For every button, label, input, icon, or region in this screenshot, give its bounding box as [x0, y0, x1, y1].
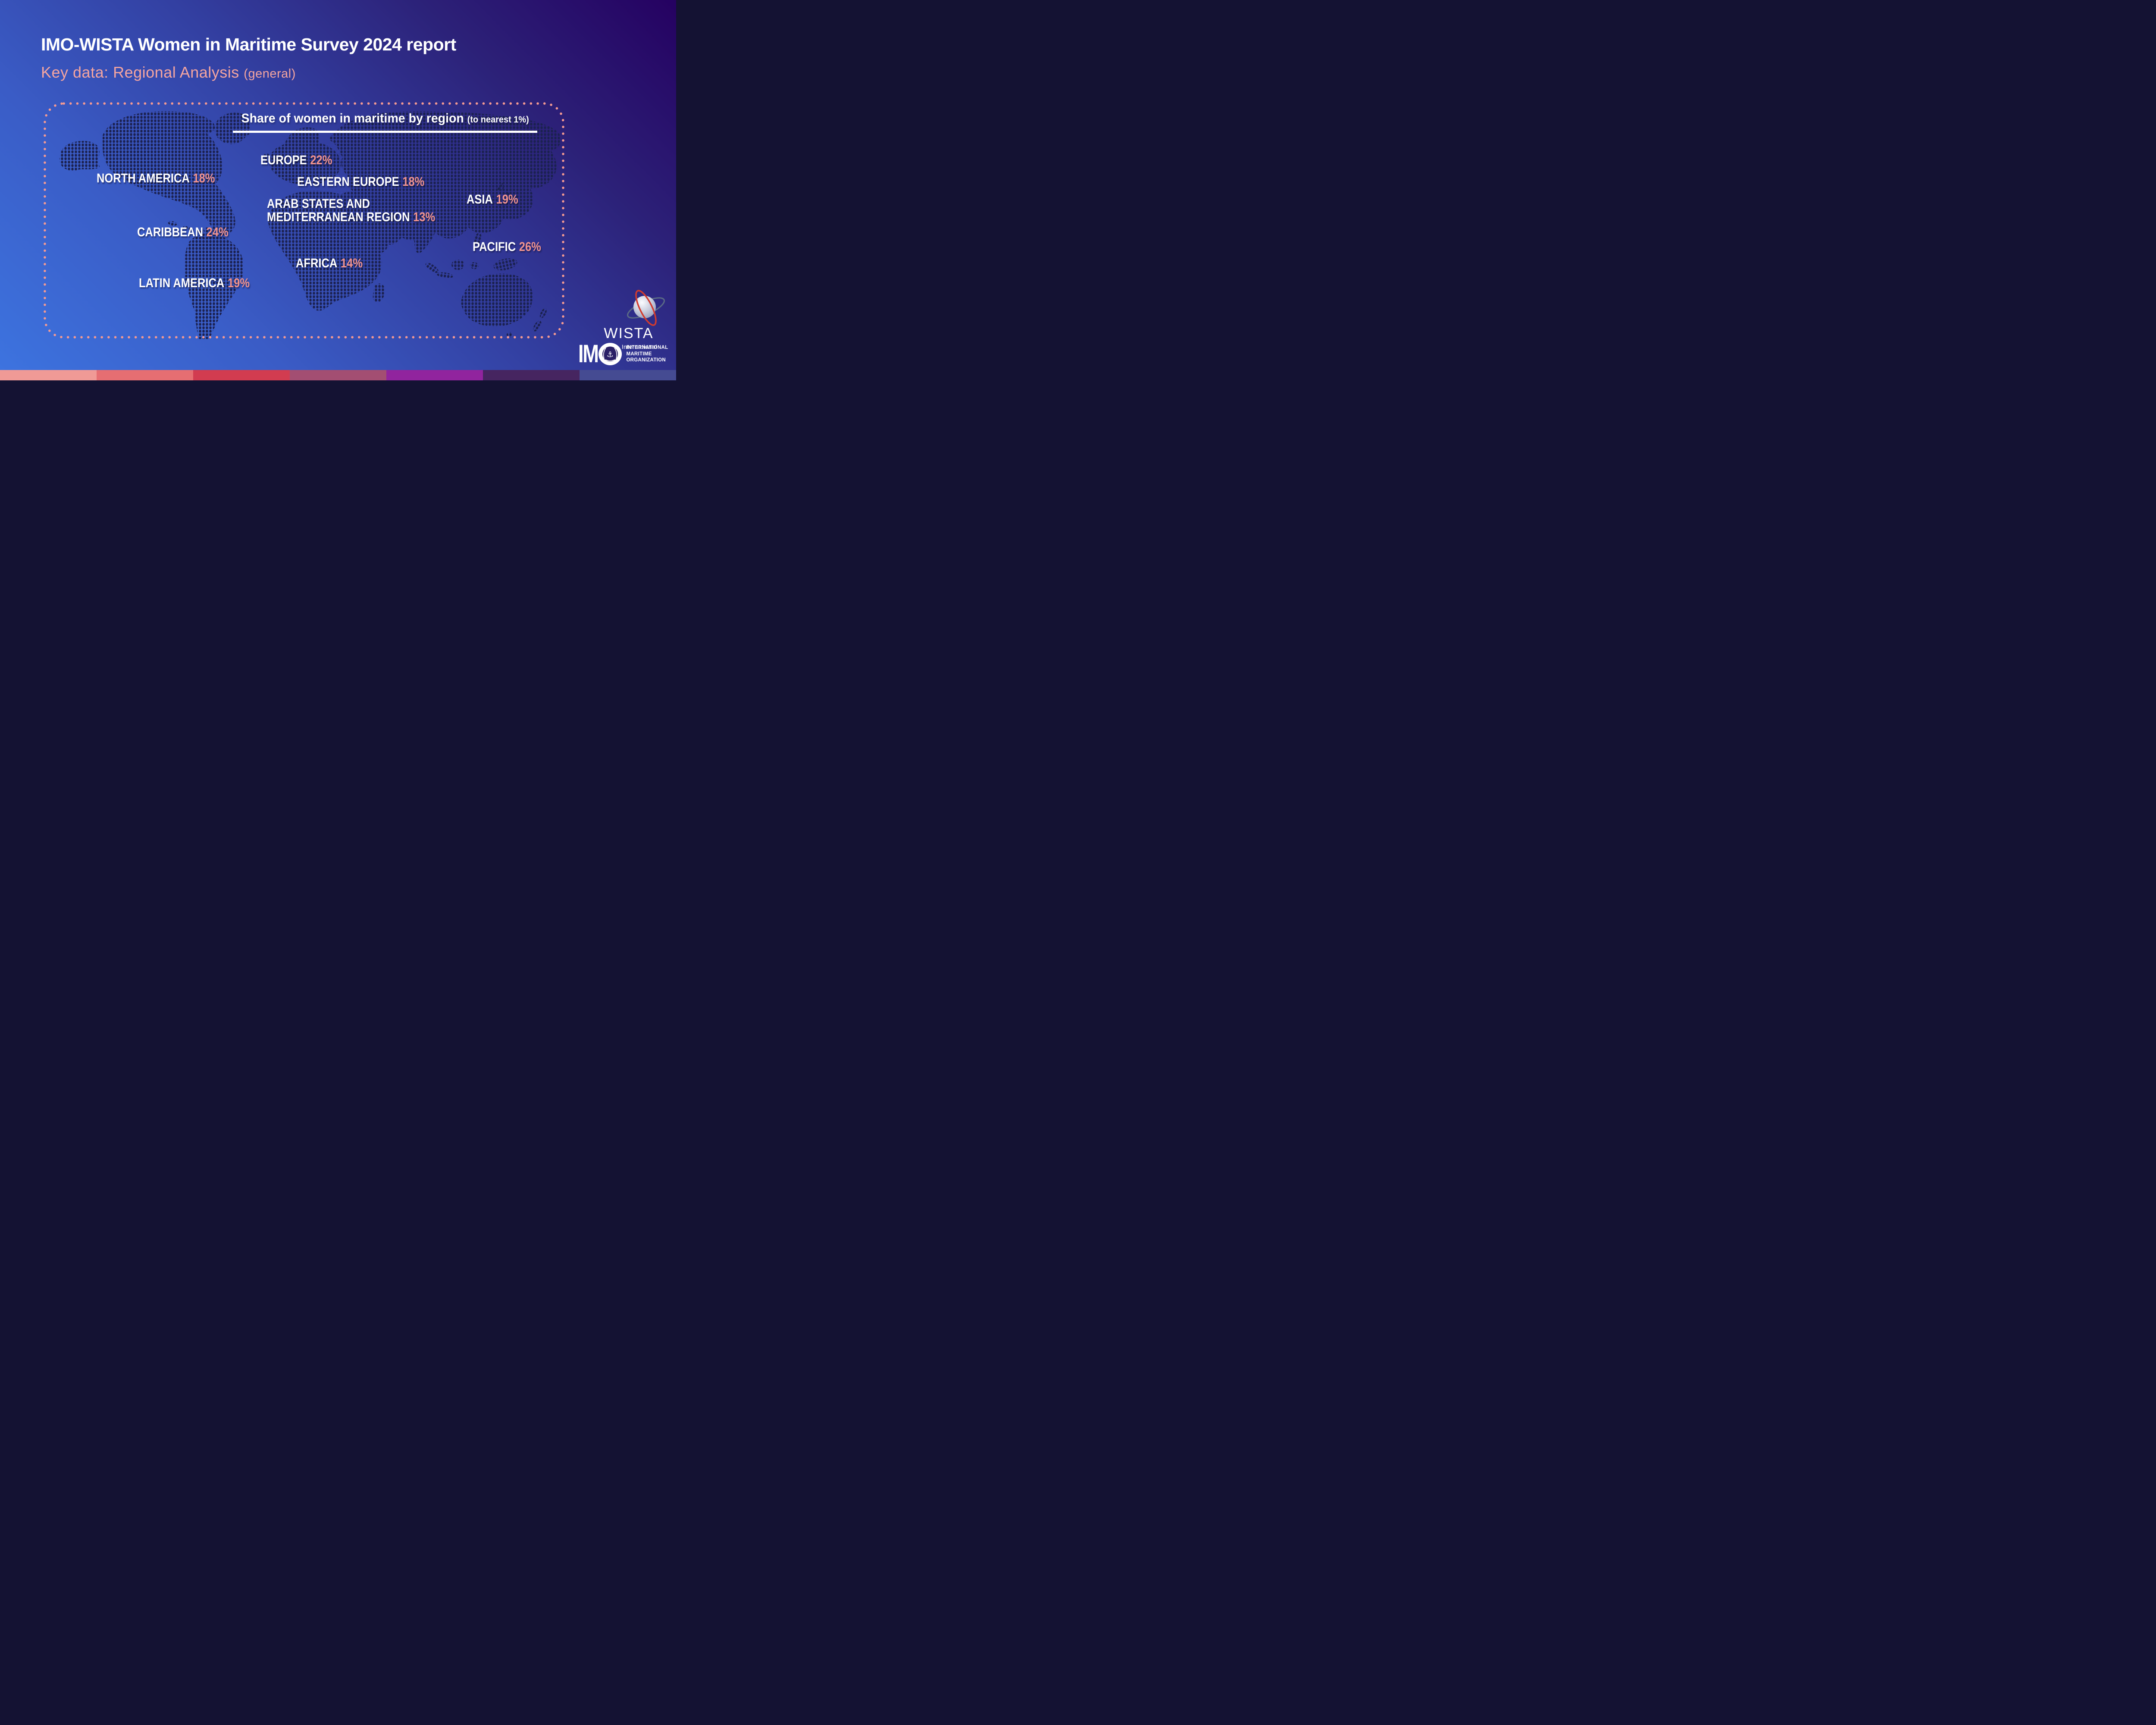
- map-heading-text: Share of women in maritime by region: [241, 111, 464, 125]
- region-value: 13%: [413, 210, 436, 224]
- islands-caribbean-2: [183, 226, 191, 230]
- region-name-line2: MEDITERRANEAN REGION: [267, 210, 410, 224]
- strip-segment-2: [97, 370, 193, 380]
- imo-line-3: ORGANIZATION: [626, 358, 666, 363]
- region-label-caribbean: CARIBBEAN 24%: [137, 226, 244, 239]
- island-uk: [262, 153, 271, 163]
- region-value: 22%: [310, 153, 332, 167]
- map-panel: [43, 102, 565, 339]
- strip-segment-6: [483, 370, 580, 380]
- continent-europe: [269, 127, 342, 185]
- continent-south-america: [184, 233, 244, 339]
- region-value: 26%: [519, 240, 541, 254]
- region-name: EUROPE: [260, 153, 307, 167]
- imo-emblem-icon: ⚓: [599, 343, 622, 365]
- strip-segment-3: [193, 370, 290, 380]
- islands-caribbean-1: [168, 221, 177, 226]
- region-value: 19%: [496, 192, 518, 207]
- strip-segment-5: [386, 370, 483, 380]
- island-philippines: [474, 233, 482, 245]
- strip-segment-1: [0, 370, 97, 380]
- imo-abbr: IM: [578, 340, 599, 368]
- region-name: LATIN AMERICA: [139, 276, 225, 290]
- region-label-asia: ASIA 19%: [467, 193, 527, 206]
- imo-text-lines: INTERNATIONAL MARITIME ORGANIZATION: [626, 345, 668, 364]
- anchor-icon: ⚓: [607, 350, 614, 359]
- wista-subtitle: International: [621, 343, 657, 350]
- region-value: 14%: [340, 256, 363, 270]
- heading-underline: [233, 131, 537, 133]
- map-heading-qualifier: (to nearest 1%): [467, 115, 529, 125]
- region-label-europe: EUROPE 22%: [260, 154, 345, 167]
- wista-wordmark: WISTA: [604, 325, 654, 342]
- region-label-arab-states-mediterranean: ARAB STATES AND MEDITERRANEAN REGION 13%: [267, 198, 465, 224]
- island-tasmania: [507, 332, 513, 337]
- region-label-africa: AFRICA 14%: [296, 257, 374, 270]
- continent-north-america: [103, 111, 235, 236]
- island-new-guinea: [493, 258, 517, 270]
- region-value: 18%: [402, 175, 425, 189]
- region-name: AFRICA: [296, 256, 338, 270]
- region-name-line1: ARAB STATES AND: [267, 197, 370, 211]
- region-label-north-america: NORTH AMERICA 18%: [97, 172, 236, 185]
- region-value: 18%: [193, 171, 215, 185]
- island-sumatra: [425, 263, 439, 273]
- page-title: IMO-WISTA Women in Maritime Survey 2024 …: [41, 34, 456, 54]
- island-borneo: [451, 260, 464, 270]
- continent-greenland: [214, 113, 250, 144]
- island-japan-2: [503, 192, 509, 201]
- region-value: 19%: [227, 276, 250, 290]
- imo-logo: IM ⚓ INTERNATIONAL MARITIME ORGANIZATION: [578, 340, 668, 368]
- wista-globe-icon: [627, 290, 665, 326]
- island-japan-1: [498, 183, 505, 191]
- island-sulawesi: [470, 262, 479, 270]
- island-new-zealand-south: [533, 320, 542, 332]
- map-heading: Share of women in maritime by region (to…: [233, 111, 537, 126]
- region-name: PACIFIC: [473, 240, 516, 254]
- islands-caribbean-3: [196, 230, 202, 234]
- region-label-eastern-europe: EASTERN EUROPE 18%: [297, 176, 447, 188]
- island-new-zealand-north: [539, 308, 547, 318]
- page-subtitle: Key data: Regional Analysis (general): [41, 63, 296, 82]
- strip-segment-4: [290, 370, 386, 380]
- strip-segment-7: [580, 370, 676, 380]
- page-background: IMO-WISTA Women in Maritime Survey 2024 …: [0, 0, 676, 380]
- continent-australia: [461, 273, 533, 327]
- footer-color-strip: [0, 370, 676, 380]
- page-subtitle-text: Key data: Regional Analysis: [41, 63, 239, 81]
- page-subtitle-qualifier: (general): [244, 67, 296, 81]
- region-label-latin-america: LATIN AMERICA 19%: [139, 277, 269, 290]
- region-name: EASTERN EUROPE: [297, 175, 399, 189]
- island-madagascar: [373, 283, 385, 303]
- panel-dotted-border: [44, 102, 564, 339]
- region-value: 24%: [206, 225, 229, 239]
- continent-alaska: [59, 141, 100, 171]
- region-label-pacific: PACIFIC 26%: [473, 241, 553, 254]
- region-name: ASIA: [467, 192, 493, 207]
- island-japan-3: [500, 202, 506, 211]
- region-name: NORTH AMERICA: [97, 171, 190, 185]
- region-name: CARIBBEAN: [137, 225, 203, 239]
- island-java: [436, 272, 454, 278]
- wista-logo: WISTA International: [599, 288, 671, 353]
- imo-line-1: INTERNATIONAL: [626, 345, 668, 351]
- world-map: [59, 111, 561, 339]
- imo-line-2: MARITIME: [626, 351, 652, 357]
